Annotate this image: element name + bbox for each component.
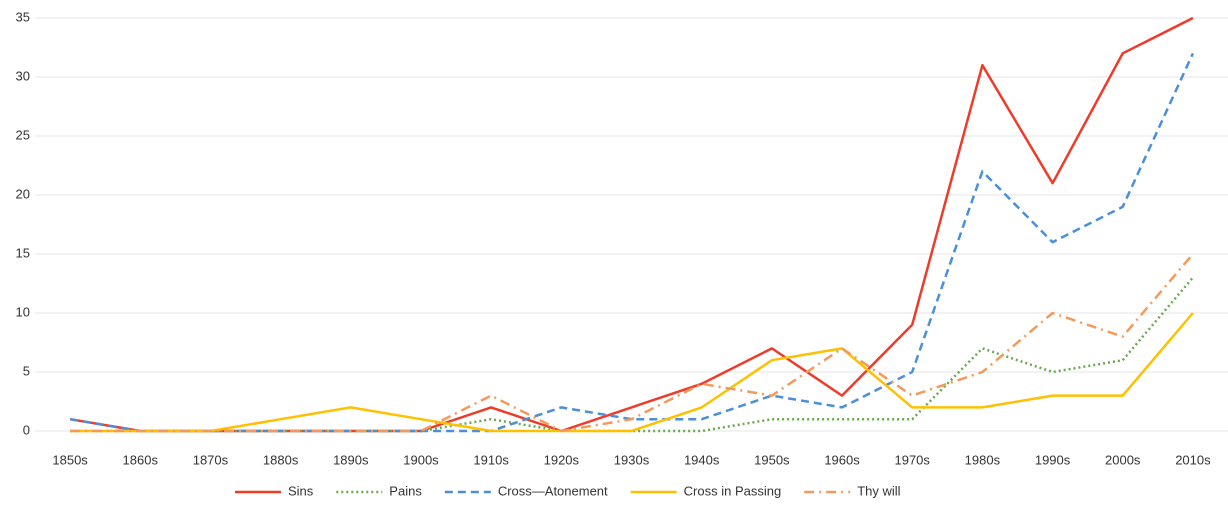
- x-tick-label: 1870s: [193, 452, 229, 467]
- x-tick-label: 1890s: [333, 452, 369, 467]
- x-tick-label: 1980s: [965, 452, 1001, 467]
- y-tick-label: 10: [16, 304, 30, 319]
- y-tick-label: 15: [16, 245, 30, 260]
- x-tick-label: 1960s: [824, 452, 860, 467]
- legend-label: Cross in Passing: [684, 483, 782, 498]
- x-tick-label: 1950s: [754, 452, 790, 467]
- x-tick-label: 2000s: [1105, 452, 1141, 467]
- x-tick-label: 1930s: [614, 452, 650, 467]
- x-tick-label: 1990s: [1035, 452, 1071, 467]
- series-line: [70, 312, 1194, 433]
- y-tick-label: 20: [16, 186, 30, 201]
- series-line: [69, 52, 1195, 433]
- legend-label: Cross—Atonement: [498, 483, 608, 498]
- y-tick-label: 35: [16, 9, 30, 24]
- x-tick-label: 1860s: [123, 452, 159, 467]
- legend-label: Pains: [389, 483, 422, 498]
- y-tick-label: 5: [23, 363, 30, 378]
- y-tick-label: 0: [23, 422, 30, 437]
- x-tick-label: 1910s: [473, 452, 509, 467]
- x-tick-label: 1900s: [403, 452, 439, 467]
- x-tick-label: 1850s: [52, 452, 88, 467]
- x-tick-label: 1920s: [544, 452, 580, 467]
- x-tick-label: 2010s: [1175, 452, 1211, 467]
- series-line: [70, 253, 1194, 433]
- x-tick-label: 1880s: [263, 452, 299, 467]
- legend-label: Thy will: [857, 483, 900, 498]
- x-tick-label: 1940s: [684, 452, 720, 467]
- y-tick-label: 25: [16, 127, 30, 142]
- series-line: [69, 16, 1194, 433]
- x-tick-label: 1970s: [894, 452, 930, 467]
- y-tick-label: 30: [16, 68, 30, 83]
- legend-label: Sins: [288, 483, 314, 498]
